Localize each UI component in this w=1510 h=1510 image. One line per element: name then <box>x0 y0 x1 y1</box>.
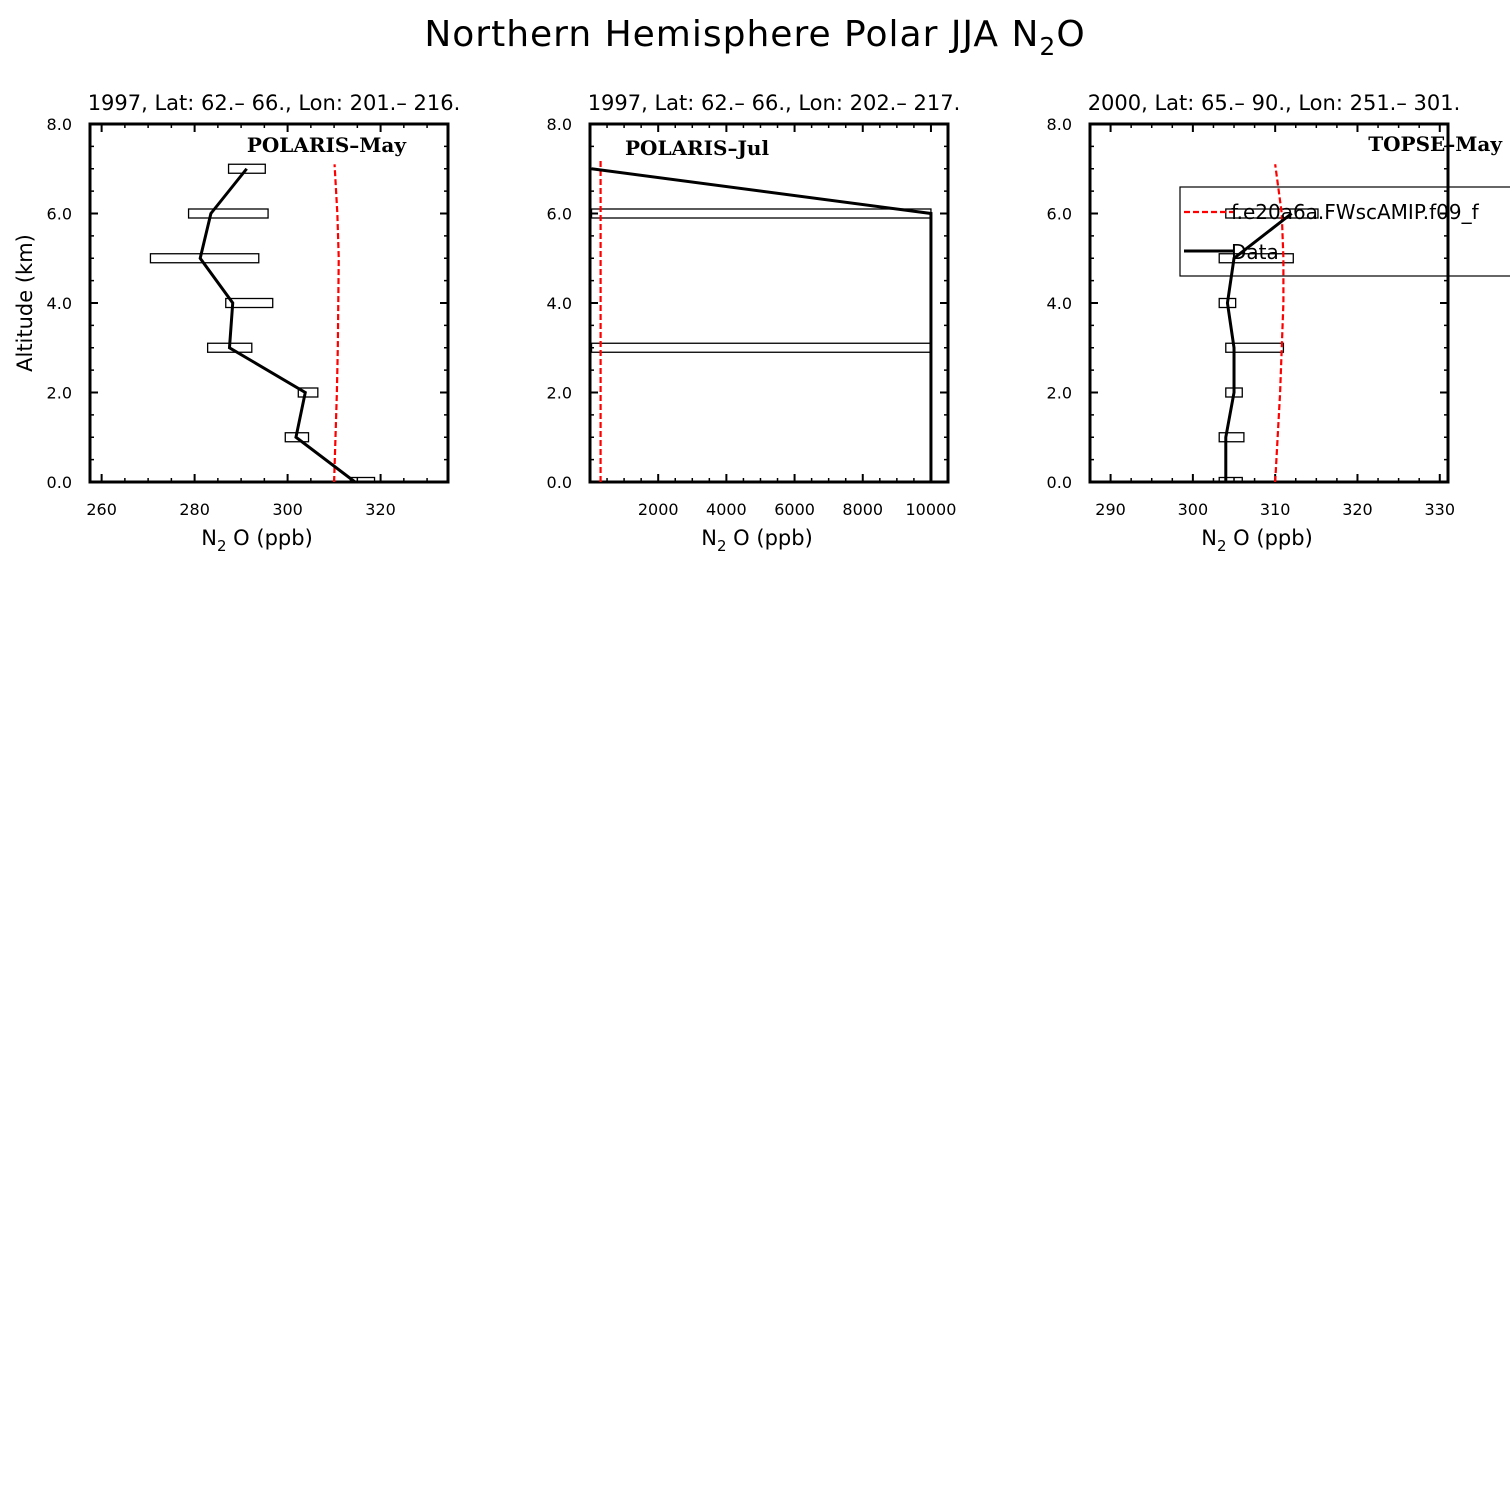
plot-frame <box>588 122 950 484</box>
x-tick-label: 10000 <box>905 500 956 519</box>
x-tick-label: 4000 <box>706 500 747 519</box>
x-axis-label: N2 O (ppb) <box>201 526 313 555</box>
y-axis-label: Altitude (km) <box>13 234 37 372</box>
x-tick-label: 290 <box>1095 500 1126 519</box>
panel-1: 1997, Lat: 62.– 66., Lon: 201.– 216. 0.0 2… <box>47 91 461 555</box>
y-tick-label: 6.0 <box>47 205 72 224</box>
range-box <box>187 208 269 219</box>
range-box <box>1218 253 1294 264</box>
legend: f.e20a6a.FWscAMIP.f09_f Data <box>1179 186 1510 277</box>
legend-model-label: f.e20a6a.FWscAMIP.f09_f <box>1231 200 1480 224</box>
panel-3: 2000, Lat: 65.– 90., Lon: 251.– 301. 0.0 2… <box>1047 91 1510 555</box>
range-box <box>349 476 376 482</box>
x-axis-label: N2 O (ppb) <box>1201 526 1313 555</box>
y-tick-label: 6.0 <box>547 205 572 224</box>
plot-area <box>1218 164 1319 482</box>
data-series-line <box>198 167 356 482</box>
y-tick-label: 8.0 <box>47 115 72 134</box>
legend-data-label: Data <box>1231 240 1279 264</box>
plot-area <box>590 159 933 482</box>
range-box <box>297 387 319 398</box>
x-tick-label: 330 <box>1424 500 1455 519</box>
y-tick-label: 2.0 <box>1047 384 1072 403</box>
panel-subtitle: 1997, Lat: 62.– 66., Lon: 202.– 217. <box>588 91 961 115</box>
x-tick-label: 300 <box>1178 500 1209 519</box>
range-box <box>1225 342 1285 353</box>
plot-frame <box>1088 122 1450 484</box>
panels: 1997, Lat: 62.– 66., Lon: 201.– 216.0.02… <box>47 91 1510 555</box>
x-tick-label: 280 <box>179 500 210 519</box>
campaign-label: POLARIS–Jul <box>625 136 769 160</box>
figure-title: Northern Hemisphere Polar JJA N2O <box>424 14 1085 61</box>
y-tick-label: 4.0 <box>1047 294 1072 313</box>
x-axis-label: N2 O (ppb) <box>701 526 813 555</box>
y-tick-label: 2.0 <box>547 384 572 403</box>
range-box <box>1218 432 1245 443</box>
data-series-line <box>1224 212 1293 482</box>
plot-frame <box>88 122 450 484</box>
legend-box <box>1179 186 1510 277</box>
campaign-label: TOPSE–May <box>1368 132 1503 156</box>
x-tick-label: 260 <box>86 500 117 519</box>
y-tick-label: 6.0 <box>1047 205 1072 224</box>
y-tick-label: 2.0 <box>47 384 72 403</box>
range-box <box>1225 208 1319 219</box>
range-box <box>590 208 932 219</box>
data-series-line <box>591 167 933 482</box>
x-tick-label: 6000 <box>774 500 815 519</box>
x-tick-label: 2000 <box>638 500 679 519</box>
range-box <box>1218 476 1243 482</box>
x-tick-label: 310 <box>1260 500 1291 519</box>
panel-2: 1997, Lat: 62.– 66., Lon: 202.– 217. 0.0 2… <box>547 91 961 555</box>
y-tick-label: 8.0 <box>1047 115 1072 134</box>
x-tick-label: 320 <box>1342 500 1373 519</box>
x-tick-label: 300 <box>272 500 303 519</box>
range-box <box>227 163 266 174</box>
range-box <box>149 253 260 264</box>
x-tick-label: 8000 <box>842 500 883 519</box>
y-tick-label: 8.0 <box>547 115 572 134</box>
range-box <box>225 297 274 309</box>
panel-subtitle: 2000, Lat: 65.– 90., Lon: 251.– 301. <box>1088 91 1461 115</box>
plot-area <box>149 163 376 482</box>
panel-subtitle: 1997, Lat: 62.– 66., Lon: 201.– 216. <box>88 91 461 115</box>
y-tick-label: 4.0 <box>547 294 572 313</box>
x-tick-label: 320 <box>365 500 396 519</box>
y-tick-label: 0.0 <box>547 473 572 492</box>
y-tick-label: 0.0 <box>1047 473 1072 492</box>
campaign-label: POLARIS–May <box>247 133 408 157</box>
y-tick-label: 4.0 <box>47 294 72 313</box>
y-tick-label: 0.0 <box>47 473 72 492</box>
range-box <box>590 342 932 353</box>
model-series-line <box>332 164 340 482</box>
